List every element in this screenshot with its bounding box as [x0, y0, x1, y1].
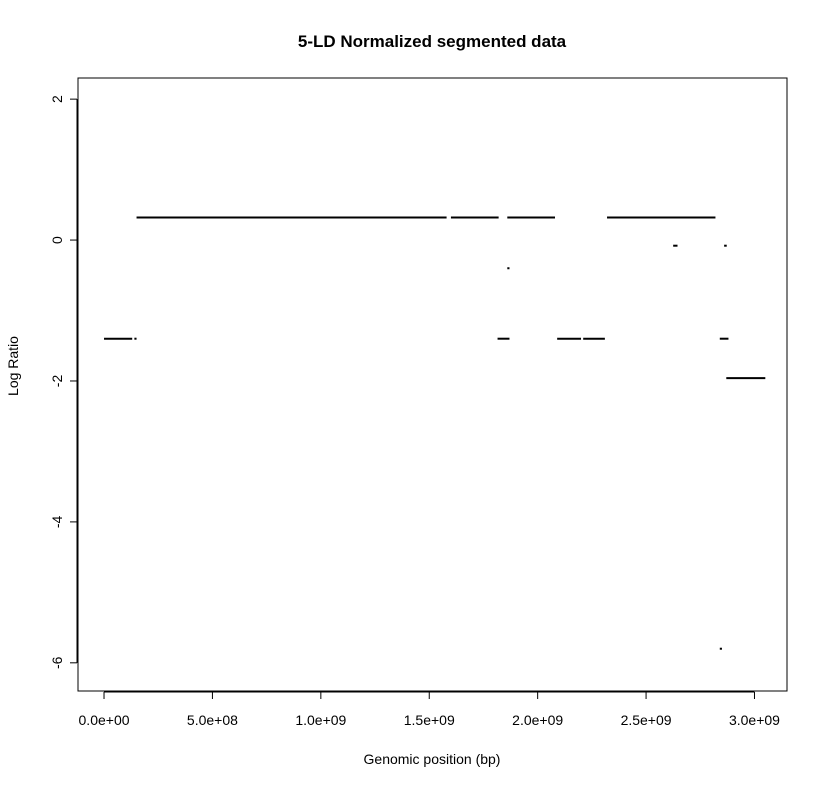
x-axis: 0.0e+00 5.0e+08 1.0e+09 1.5e+09 2.0e+09 2.5e+…	[79, 691, 780, 728]
x-tick-label: 3.0e+09	[729, 712, 780, 728]
x-tick-label: 2.5e+09	[621, 712, 672, 728]
x-tick-label: 0.0e+00	[79, 712, 130, 728]
x-tick-label: 1.0e+09	[295, 712, 346, 728]
y-tick-label: 0	[49, 236, 65, 244]
x-tick-label: 2.0e+09	[512, 712, 563, 728]
y-tick-label: 2	[49, 95, 65, 103]
x-tick-label: 5.0e+08	[187, 712, 238, 728]
y-tick-label: -4	[49, 515, 65, 528]
y-tick-label: -6	[49, 656, 65, 669]
y-tick-label: -2	[49, 375, 65, 388]
plot-frame	[77, 77, 788, 692]
y-axis: 2 0 -2 -4 -6	[49, 95, 78, 669]
segment-series	[104, 216, 766, 650]
x-tick-label: 1.5e+09	[404, 712, 455, 728]
x-axis-label: Genomic position (bp)	[364, 751, 501, 767]
y-axis-label: Log Ratio	[5, 336, 21, 396]
chart-title: 5-LD Normalized segmented data	[298, 32, 567, 51]
